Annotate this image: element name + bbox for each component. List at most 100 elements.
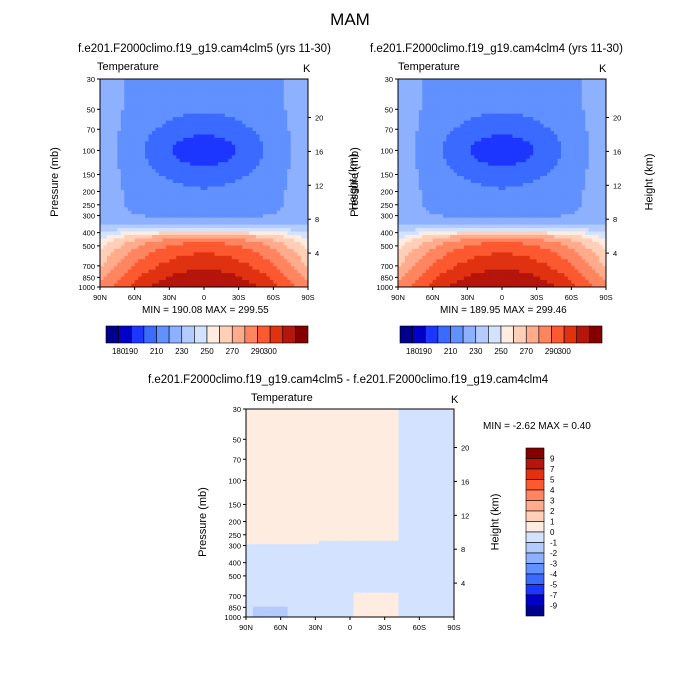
panel2-cell	[450, 85, 454, 90]
panel1-cell	[301, 269, 305, 274]
panel1-cell	[100, 124, 104, 128]
panel1-cell	[242, 200, 246, 205]
panel1-cell	[304, 141, 309, 146]
panel2-cell	[588, 117, 593, 121]
panel2-cell	[467, 82, 472, 87]
panel1-cell	[138, 96, 142, 101]
panel1-cell	[110, 127, 115, 132]
panel2-cell	[585, 85, 590, 90]
panel1-cell	[290, 176, 295, 180]
panel1-cell	[127, 189, 132, 194]
panel1-cell	[145, 269, 149, 274]
panel1-cell	[200, 200, 205, 205]
panel1-cell	[280, 176, 285, 180]
panel1-cell	[113, 141, 118, 146]
panel1-cell	[245, 110, 250, 115]
panel1-cell	[259, 120, 264, 125]
panel1-cell	[193, 241, 198, 246]
panel2-cell	[599, 110, 603, 115]
panel2-cell	[456, 117, 461, 121]
panel1-cell	[120, 141, 125, 146]
panel1-cell	[301, 92, 305, 97]
panel1-cell	[152, 276, 156, 281]
panel1-cell	[266, 169, 271, 173]
panel1-cell	[190, 228, 194, 232]
panel2-cell	[536, 134, 541, 139]
panel1-cell	[141, 224, 146, 229]
panel1-cell	[294, 266, 298, 271]
panel1-cell	[228, 137, 233, 142]
panel1-cell	[141, 172, 146, 177]
panel2-cell	[474, 151, 479, 156]
panel1-cell	[283, 273, 288, 277]
panel1-cell	[165, 210, 170, 215]
panel1-cell	[297, 137, 302, 142]
panel1-cell	[297, 269, 302, 274]
panel1-cell	[252, 228, 257, 232]
panel1-cell	[106, 259, 111, 264]
panel1-cell	[224, 228, 229, 232]
panel1-cell	[221, 179, 226, 184]
panel1-cell	[176, 172, 181, 177]
panel1-cell	[238, 231, 243, 236]
panel1-cell	[152, 280, 156, 284]
panel1-cell	[176, 158, 181, 163]
panel1-cell	[169, 228, 174, 232]
panel1-cell	[262, 137, 267, 142]
panel2-cell	[574, 148, 579, 153]
panel2-cell	[550, 117, 555, 121]
panel1-cell	[262, 113, 267, 118]
panel1-cell	[266, 89, 271, 94]
panel1-cell	[179, 158, 184, 163]
panel1-cell	[190, 245, 194, 250]
panel1-cell	[276, 224, 281, 229]
panel1-cell	[217, 224, 222, 229]
panel1-cell	[155, 245, 160, 250]
panel2-cell	[443, 134, 447, 139]
panel1-cell	[276, 134, 281, 139]
panel1-cell	[235, 221, 240, 225]
panel1-cell	[301, 200, 305, 205]
panel1-cell	[155, 255, 160, 260]
panel1-cell	[269, 92, 274, 97]
panel1-cell	[228, 259, 233, 264]
panel1-cell	[200, 151, 205, 156]
panel1-ytick-label: 30	[87, 75, 95, 84]
panel1-cell	[131, 158, 136, 163]
panel1-cell	[238, 221, 243, 225]
panel1-cell	[117, 137, 122, 142]
panel2-cell	[508, 89, 513, 94]
panel1-cell	[214, 117, 219, 121]
panel1-cell	[148, 266, 153, 271]
panel1-cell	[155, 273, 160, 277]
panel2-cell	[595, 120, 600, 125]
panel1-cell	[276, 117, 281, 121]
panel2-cell	[481, 79, 486, 83]
panel1-cell	[193, 238, 198, 243]
panel1-cell	[252, 127, 257, 132]
panel1-cell	[262, 210, 267, 215]
panel1-cell	[207, 144, 212, 149]
panel1-cell	[110, 113, 115, 118]
panel1-cell	[276, 183, 281, 187]
panel1-cell	[169, 207, 174, 212]
panel1-cell	[262, 207, 267, 212]
panel2-cell	[425, 137, 430, 142]
panel2-cell	[463, 124, 468, 128]
panel2-cell	[519, 103, 524, 108]
panel1-cell	[193, 176, 198, 180]
panel1-cell	[110, 134, 115, 139]
panel1-cell	[127, 273, 132, 277]
panel2-cell	[415, 113, 420, 118]
panel1-cell	[148, 228, 153, 232]
panel2-cell	[571, 103, 576, 108]
panel1-cell	[304, 82, 309, 87]
panel1-cell	[269, 96, 274, 101]
panel1-cell	[266, 203, 271, 208]
panel2-cell	[512, 82, 517, 87]
panel1-cell	[179, 148, 184, 153]
panel2-cell	[564, 120, 569, 125]
panel2-cell	[429, 127, 434, 132]
panel1-cell	[165, 134, 170, 139]
panel1-cell	[301, 255, 305, 260]
